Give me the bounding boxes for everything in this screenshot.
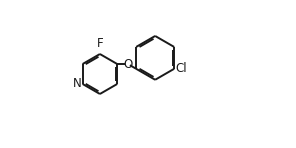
Text: O: O [123, 58, 133, 70]
Text: F: F [96, 37, 103, 50]
Text: N: N [73, 78, 81, 90]
Text: Cl: Cl [176, 62, 187, 75]
